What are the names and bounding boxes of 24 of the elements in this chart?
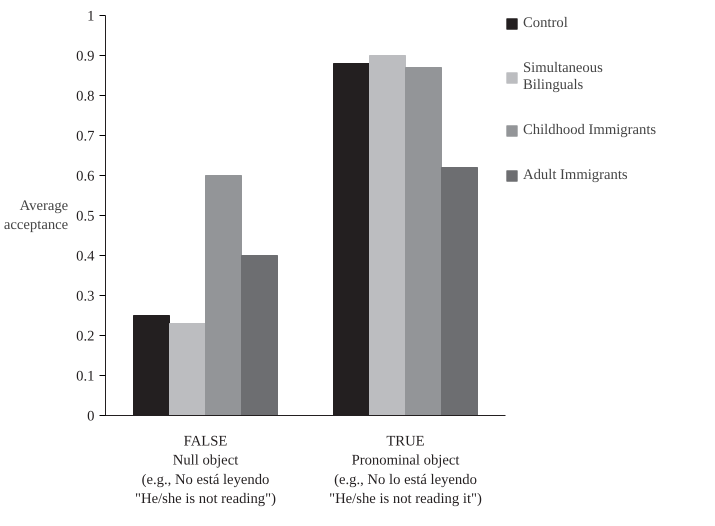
legend-label: Adult Immigrants [523,167,628,184]
legend-label: Simultaneous Bilinguals [523,60,603,94]
y-tick-label: 0.6 [76,168,95,184]
y-tick-label: 0 [87,408,94,424]
y-tick-label: 1 [87,8,94,24]
y-tick-label: 0.1 [76,368,95,384]
bar [405,67,442,416]
bar [369,55,406,416]
y-axis-title: Average acceptance [4,198,68,234]
y-tick-label: 0.3 [76,288,95,304]
y-tick-label: 0.8 [76,88,95,104]
legend-label: Control [523,15,568,32]
bar [205,175,242,416]
bar [441,167,478,416]
y-tick-label: 0.9 [76,48,95,64]
x-tick-label: TRUE Pronominal object (e.g., No lo está leyendo "He/she is not reading it") [329,434,482,508]
legend-label: Childhood Immigrants [523,122,656,139]
y-tick-label: 0.4 [76,248,96,264]
bar [169,323,206,416]
x-tick-label: FALSE Null object (e.g., No está leyendo "He/she is not reading") [135,434,276,508]
bar [241,255,278,416]
y-tick-label: 0.2 [76,328,95,344]
y-tick-label: 0.7 [76,128,95,144]
y-tick-label: 0.5 [76,208,95,224]
